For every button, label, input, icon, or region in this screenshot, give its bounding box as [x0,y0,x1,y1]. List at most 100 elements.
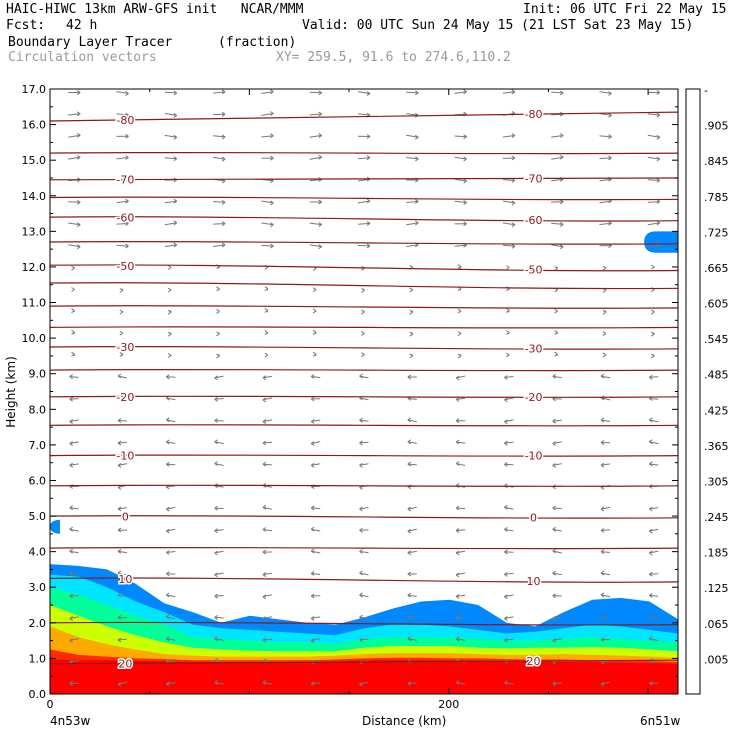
vector-arrow [68,244,81,248]
vector-arrow [69,463,79,466]
vector-arrowhead [559,90,564,96]
vector-arrowhead [600,614,605,620]
vector-arrowhead [167,309,172,315]
vector-arrow [599,157,612,159]
vector-arrow [309,156,322,160]
vector-arrowhead [270,200,274,206]
vector-arrow [68,134,81,138]
vector-arrowhead [262,549,267,555]
vector-arrowhead [602,309,607,315]
vector-arrowhead [76,199,81,205]
vector-arrowhead [216,286,220,292]
vector-arrow [456,682,466,685]
vector-arrowhead [214,505,218,511]
vector-arrow [116,200,129,204]
vector-arrow [456,507,466,510]
colorbar-label: .785 [704,191,729,204]
vector-arrow [504,441,514,444]
vector-arrowhead [511,222,516,228]
vector-arrow [261,244,274,247]
vector-arrow [552,507,562,509]
temperature-contour [50,621,678,626]
vector-arrow [309,134,322,138]
vector-arrowhead [173,112,178,118]
colorbar-label: .545 [704,333,729,346]
vector-arrowhead [366,134,371,139]
vector-arrowhead [262,616,267,621]
vector-arrowhead [600,637,605,643]
temperature-contour [50,454,678,457]
vector-arrow [600,375,611,379]
vector-arrowhead [552,505,556,511]
vector-arrow [69,419,79,423]
vector-arrowhead [415,198,419,204]
vector-arrowhead [125,243,129,249]
vector-arrow [357,113,371,116]
vector-arrowhead [463,221,467,227]
vector-arrow [117,507,128,510]
vector-arrowhead [554,308,558,314]
vector-arrowhead [262,594,267,600]
vector-arrowhead [649,439,653,445]
vector-arrowhead [455,461,460,466]
vector-arrowhead [407,528,412,534]
vector-arrowhead [270,222,274,228]
vector-arrow [214,682,224,685]
vector-arrowhead [214,657,218,663]
vector-arrowhead [455,550,460,556]
vector-arrow [164,200,177,204]
vector-arrow [213,135,226,138]
vector-arrowhead [407,636,412,642]
vector-arrow [311,638,321,642]
vector-arrow [504,506,514,510]
vector-arrowhead [455,636,460,642]
vector-arrowhead [649,550,653,556]
vector-arrow [214,441,224,444]
vector-arrowhead [409,309,413,315]
contour-label: -20 [525,391,543,404]
y-tick-label: 8.0 [29,403,47,416]
vector-arrowhead [552,373,556,379]
vector-arrow [214,420,224,422]
vector-arrow [600,681,611,685]
vector-arrowhead [600,592,605,598]
vector-arrow [504,397,514,401]
vector-arrow [69,441,79,445]
vector-arrow [213,244,226,247]
temperature-contour [50,111,678,122]
vector-arrowhead [455,505,460,511]
vector-arrow [552,528,562,532]
x-left-endpoint: 4n53w [50,714,91,728]
vector-arrowhead [262,527,267,532]
vector-arrowhead [318,111,322,117]
y-tick-label: 0.0 [29,688,47,701]
vector-arrowhead [71,351,75,357]
vector-arrowhead [173,220,178,226]
vector-arrowhead [69,593,73,599]
vector-arrowhead [262,419,267,425]
vector-arrowhead [504,549,508,555]
contour-label: -80 [116,114,134,127]
vector-arrowhead [214,614,218,620]
vector-arrowhead [166,374,170,380]
vector-arrowhead [167,353,172,359]
vector-arrow [117,660,128,663]
vector-arrowhead [463,200,467,206]
vector-arrowhead [409,287,413,293]
contour-label: -10 [525,450,543,463]
contour-label: -60 [116,212,134,225]
vector-arrow [407,682,417,685]
vector-arrow [552,550,562,554]
vector-arrowhead [650,309,655,315]
vector-arrow [552,419,562,422]
vector-arrow [649,550,659,554]
vector-arrowhead [310,526,315,532]
vector-arrow [407,463,417,466]
contour-label: -80 [525,108,543,121]
vector-arrowhead [455,375,460,381]
vector-arrowhead [361,352,365,358]
vector-arrowhead [361,330,365,336]
vector-arrowhead [117,462,122,468]
vector-arrow [599,135,612,138]
vector-arrow [359,419,369,422]
